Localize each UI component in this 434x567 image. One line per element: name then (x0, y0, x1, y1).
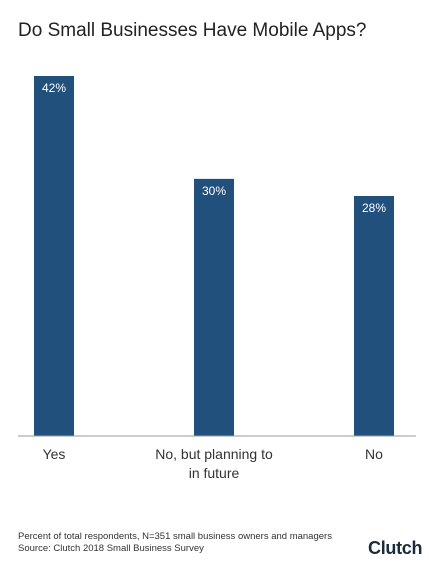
bar (354, 196, 394, 436)
brand-logo: Clutch (368, 538, 423, 558)
x-tick-label: No, but planning to in future (155, 446, 273, 481)
x-tick-label: Yes (42, 446, 66, 462)
value-label: 28% (362, 201, 386, 215)
bar (194, 178, 234, 436)
value-label: 42% (42, 81, 66, 95)
source: Source: Clutch 2018 Small Business Surve… (18, 543, 204, 554)
footnote: Percent of total respondents, N=351 smal… (18, 531, 332, 542)
x-tick-label: No (365, 446, 383, 462)
bar (34, 76, 74, 436)
value-label: 30% (202, 184, 226, 198)
chart-title: Do Small Businesses Have Mobile Apps? (18, 20, 367, 41)
